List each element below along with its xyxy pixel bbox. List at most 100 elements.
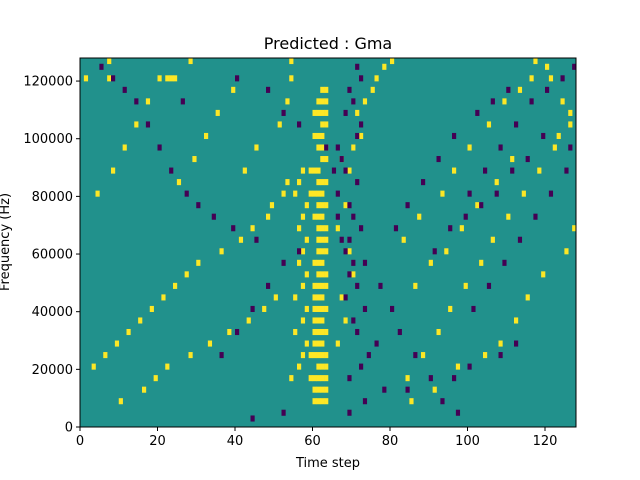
heatmap-cell-low bbox=[440, 398, 445, 405]
heatmap-cell-high bbox=[324, 398, 329, 405]
heatmap-cell-high bbox=[142, 386, 147, 393]
heatmap-cell-low bbox=[347, 236, 352, 243]
heatmap-cell-high bbox=[316, 398, 321, 405]
heatmap-cell-high bbox=[320, 132, 325, 140]
heatmap-cell-high bbox=[312, 259, 317, 266]
heatmap-cell-high bbox=[312, 132, 317, 140]
heatmap-cell-high bbox=[324, 121, 329, 128]
heatmap-cell-low bbox=[211, 213, 216, 220]
y-tick-label: 40000 bbox=[32, 305, 73, 320]
heatmap-cell-low bbox=[355, 328, 360, 336]
heatmap-cell-high bbox=[320, 156, 325, 163]
heatmap-cell-high bbox=[238, 236, 244, 243]
heatmap-cell-high bbox=[300, 248, 306, 255]
heatmap-cell-high bbox=[242, 167, 247, 174]
heatmap-cell-low bbox=[339, 156, 344, 163]
heatmap-cell-low bbox=[99, 63, 104, 70]
heatmap-cell-high bbox=[316, 375, 321, 382]
heatmap-cell-low bbox=[359, 363, 364, 370]
heatmap-cell-high bbox=[293, 294, 298, 301]
heatmap-cell-low bbox=[564, 167, 569, 174]
heatmap-cell-high bbox=[320, 271, 325, 278]
heatmap-cell-low bbox=[390, 305, 395, 312]
heatmap-cell-high bbox=[529, 75, 534, 82]
heatmap-cell-high bbox=[316, 109, 321, 116]
heatmap-cell-high bbox=[266, 213, 271, 220]
heatmap-cell-high bbox=[293, 190, 298, 197]
heatmap-cell-high bbox=[297, 225, 302, 232]
heatmap-cell-high bbox=[107, 75, 112, 82]
heatmap-cell-low bbox=[510, 167, 515, 174]
heatmap-cell-high bbox=[320, 398, 325, 405]
heatmap-cell-low bbox=[486, 282, 492, 289]
heatmap-cell-high bbox=[320, 121, 325, 128]
heatmap-cell-high bbox=[320, 328, 325, 336]
heatmap-cell-high bbox=[455, 363, 461, 370]
heatmap-cell-high bbox=[335, 340, 340, 347]
heatmap-cell-high bbox=[95, 190, 100, 197]
heatmap-cell-low bbox=[455, 409, 461, 416]
heatmap-cell-low bbox=[483, 167, 488, 174]
heatmap-cell-high bbox=[320, 225, 325, 232]
heatmap-cell-high bbox=[285, 98, 290, 105]
heatmap-cell-high bbox=[506, 213, 511, 220]
heatmap-cell-high bbox=[428, 259, 433, 266]
heatmap-cell-low bbox=[506, 86, 511, 93]
heatmap-cell-low bbox=[281, 409, 286, 416]
heatmap-cell-high bbox=[91, 363, 96, 370]
heatmap-cell-high bbox=[556, 132, 561, 140]
heatmap-cell-high bbox=[215, 109, 220, 116]
heatmap-cell-low bbox=[374, 340, 379, 347]
heatmap-cell-low bbox=[432, 248, 437, 255]
heatmap-cell-low bbox=[324, 144, 329, 151]
heatmap-cell-high bbox=[312, 352, 317, 359]
heatmap-cell-high bbox=[347, 248, 352, 255]
heatmap-cell-high bbox=[486, 121, 492, 128]
heatmap-cell-high bbox=[444, 248, 449, 255]
heatmap-cell-high bbox=[498, 340, 503, 347]
heatmap-cell-high bbox=[316, 213, 321, 220]
heatmap-cell-high bbox=[312, 386, 317, 393]
heatmap-cell-high bbox=[324, 248, 329, 255]
heatmap-cell-high bbox=[521, 190, 526, 197]
heatmap-cell-low bbox=[347, 409, 352, 416]
heatmap-cell-high bbox=[324, 282, 329, 289]
heatmap-cell-low bbox=[219, 352, 224, 359]
heatmap-cell-high bbox=[320, 202, 325, 209]
heatmap-cell-low bbox=[452, 375, 457, 382]
heatmap-cell-high bbox=[467, 144, 472, 151]
heatmap-cell-high bbox=[324, 305, 329, 312]
x-axis-label: Time step bbox=[295, 456, 360, 471]
heatmap-cell-low bbox=[405, 202, 410, 209]
heatmap-cell-low bbox=[533, 213, 538, 220]
heatmap-cell-low bbox=[463, 213, 468, 220]
heatmap-cell-low bbox=[517, 236, 523, 243]
heatmap-cell-high bbox=[463, 282, 468, 289]
heatmap-cell-high bbox=[374, 75, 379, 82]
heatmap-cell-high bbox=[320, 375, 325, 382]
heatmap-cell-low bbox=[145, 121, 151, 128]
heatmap-cell-high bbox=[192, 156, 197, 163]
heatmap-cell-low bbox=[545, 86, 550, 93]
heatmap-cell-low bbox=[355, 132, 360, 140]
heatmap-cell-low bbox=[355, 179, 360, 186]
heatmap-cell-high bbox=[564, 248, 569, 255]
heatmap-cell-high bbox=[188, 58, 193, 65]
heatmap-cell-high bbox=[165, 75, 170, 82]
heatmap-cell-low bbox=[514, 121, 519, 128]
heatmap-cell-high bbox=[300, 167, 306, 174]
heatmap-cell-high bbox=[316, 282, 321, 289]
chart-title: Predicted : Gma bbox=[264, 34, 392, 53]
heatmap-cell-low bbox=[343, 248, 348, 255]
heatmap-cell-high bbox=[320, 179, 325, 186]
heatmap-cell-high bbox=[316, 352, 321, 359]
heatmap-cell-low bbox=[180, 98, 185, 105]
x-tick-label: 80 bbox=[382, 434, 399, 449]
heatmap-cell-high bbox=[541, 271, 546, 278]
heatmap-cell-low bbox=[467, 363, 472, 370]
heatmap-cell-high bbox=[316, 317, 321, 324]
heatmap-cell-low bbox=[169, 167, 174, 174]
heatmap-cell-high bbox=[320, 144, 325, 151]
heatmap-cell-high bbox=[262, 305, 267, 312]
heatmap-cell-high bbox=[533, 58, 538, 65]
